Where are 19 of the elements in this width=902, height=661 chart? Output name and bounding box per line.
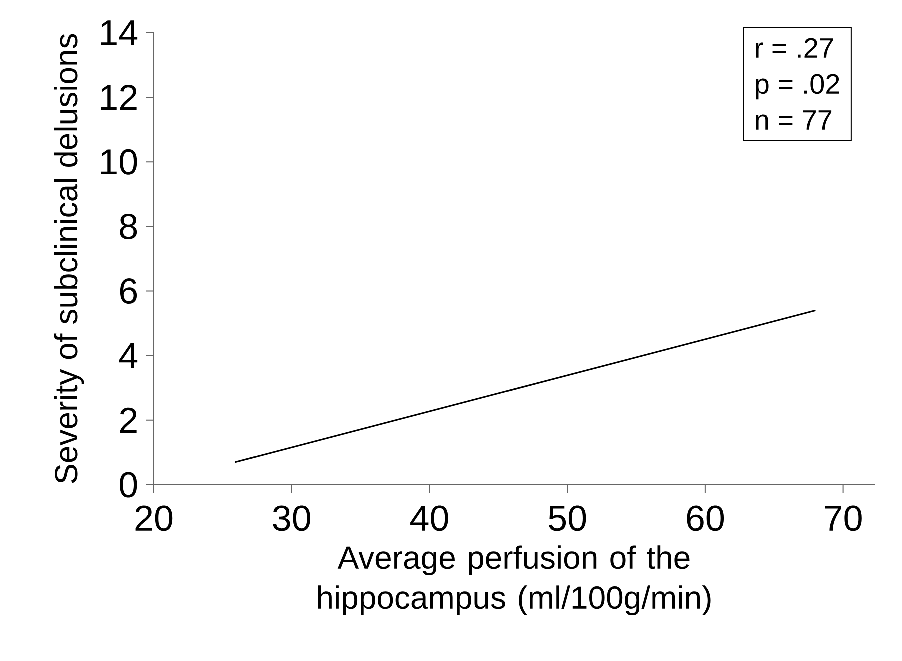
- annotation: n = 77: [756, 110, 832, 130]
- annotation: r = .27: [756, 38, 834, 58]
- y-tick-label: 12: [101, 85, 137, 110]
- y-tick-label: 6: [120, 278, 138, 304]
- x-axis-title: Average perfusion of the hippocampus (ml/100g/min): [318, 546, 711, 616]
- annotation: p = .02: [756, 74, 840, 100]
- x-tick-label: 30: [273, 506, 310, 532]
- y-tick-label: 4: [119, 343, 138, 368]
- x-tick-label: 20: [136, 506, 173, 532]
- y-tick-label: 14: [101, 20, 138, 46]
- x-tick-label: 50: [549, 506, 586, 532]
- y-axis-title: Severity of subclinical delusions: [54, 34, 84, 484]
- y-tick-label: 10: [101, 149, 138, 175]
- x-tick-label: 60: [687, 506, 724, 532]
- x-tick-label: 70: [825, 506, 862, 532]
- x-tick-label: 40: [410, 506, 448, 532]
- y-tick-label: 0: [120, 472, 138, 498]
- y-tick-label: 8: [120, 214, 138, 240]
- y-tick-label: 2: [120, 408, 137, 433]
